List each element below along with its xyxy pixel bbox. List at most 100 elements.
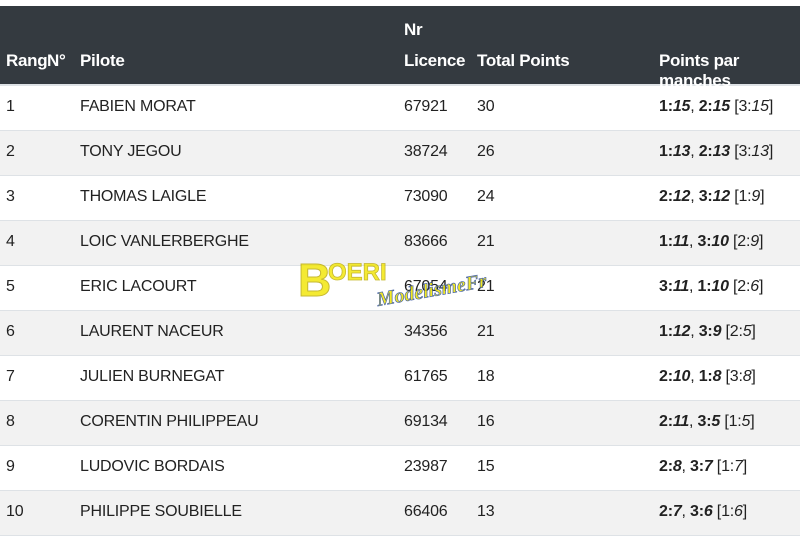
header-licence-line1: Nr xyxy=(404,20,423,39)
manche-3-label: 2: xyxy=(729,323,743,340)
manche-1-label: 2: xyxy=(659,503,673,520)
header-total-points: Total Points xyxy=(477,51,570,70)
manche-2-points: 9 xyxy=(712,323,722,340)
licence-cell: 34356 xyxy=(404,323,448,340)
manche-1-label: 1: xyxy=(659,98,673,115)
header-licence-line2: Licence xyxy=(404,51,466,70)
manche-2-label: 2: xyxy=(698,143,713,160)
manche-2-points: 10 xyxy=(711,278,729,295)
manche-3-points: 6 xyxy=(734,503,743,520)
manche-1-label: 2: xyxy=(659,458,673,475)
total-points-cell: 16 xyxy=(477,413,495,430)
table-row: 7 JULIEN BURNEGAT 61765 18 2:10, 1:8 [3:8] xyxy=(0,356,800,401)
manche-3-label: 2: xyxy=(737,233,751,250)
manche-1-label: 2: xyxy=(659,188,673,205)
licence-cell: 73090 xyxy=(404,188,448,205)
manche-2-points: 15 xyxy=(712,98,731,115)
rang-cell: 5 xyxy=(6,278,15,295)
pilote-cell: LUDOVIC BORDAIS xyxy=(80,458,225,475)
licence-cell: 67921 xyxy=(404,98,448,115)
table-row: 1 FABIEN MORAT 67921 30 1:15, 2:15 [3:15] xyxy=(0,86,800,131)
table-row: 5 ERIC LACOURT 67054 21 3:11, 1:10 [2:6] xyxy=(0,266,800,311)
points-manches-cell: 1:13, 2:13 [3:13] xyxy=(659,143,774,160)
licence-cell: 67054 xyxy=(404,278,448,295)
header-rang: Rang xyxy=(6,51,48,70)
manche-2-points: 10 xyxy=(711,233,729,250)
manche-1-points: 8 xyxy=(672,458,682,475)
manche-2-points: 5 xyxy=(711,413,721,430)
total-points-cell: 21 xyxy=(477,323,495,340)
points-manches-cell: 3:11, 1:10 [2:6] xyxy=(659,278,764,295)
licence-cell: 23987 xyxy=(404,458,448,475)
results-table: Rang N° Pilote Nr Licence Total Points P… xyxy=(0,6,800,536)
total-points-cell: 30 xyxy=(477,98,495,115)
manche-3-label: 2: xyxy=(737,278,751,295)
total-points-cell: 13 xyxy=(477,503,495,520)
manche-3-points: 6 xyxy=(750,278,759,295)
total-points-cell: 21 xyxy=(477,278,495,295)
manche-2-label: 3: xyxy=(690,458,704,475)
table-row: 3 THOMAS LAIGLE 73090 24 2:12, 3:12 [1:9] xyxy=(0,176,800,221)
manche-3-label: 1: xyxy=(738,188,752,205)
manche-2-points: 12 xyxy=(712,188,731,205)
manche-2-label: 3: xyxy=(698,323,713,340)
points-manches-cell: 1:11, 3:10 [2:9] xyxy=(659,233,764,250)
licence-cell: 38724 xyxy=(404,143,448,160)
pilote-cell: JULIEN BURNEGAT xyxy=(80,368,225,385)
manche-3-points: 5 xyxy=(741,413,751,430)
table-body: 1 FABIEN MORAT 67921 30 1:15, 2:15 [3:15] 2 TO… xyxy=(0,86,800,536)
licence-cell: 83666 xyxy=(404,233,448,250)
points-manches-cell: 2:12, 3:12 [1:9] xyxy=(659,188,765,205)
pilote-cell: CORENTIN PHILIPPEAU xyxy=(80,413,259,430)
manche-3-points: 9 xyxy=(750,233,759,250)
manche-3-points: 9 xyxy=(751,188,761,205)
pilote-cell: THOMAS LAIGLE xyxy=(80,188,207,205)
manche-3-label: 3: xyxy=(729,368,743,385)
manche-2-label: 3: xyxy=(697,233,712,250)
manche-3-label: 1: xyxy=(721,503,735,520)
manche-2-label: 3: xyxy=(697,413,712,430)
rang-cell: 8 xyxy=(6,413,15,430)
rang-cell: 6 xyxy=(6,323,15,340)
manche-3-label: 3: xyxy=(738,143,752,160)
points-manches-cell: 2:11, 3:5 [1:5] xyxy=(659,413,755,430)
manche-1-label: 3: xyxy=(659,278,673,295)
manche-2-points: 13 xyxy=(712,143,731,160)
manche-3-label: 1: xyxy=(721,458,735,475)
manche-1-points: 7 xyxy=(672,503,682,520)
pilote-cell: PHILIPPE SOUBIELLE xyxy=(80,503,242,520)
rang-cell: 7 xyxy=(6,368,15,385)
manche-3-points: 8 xyxy=(742,368,752,385)
manche-3-label: 1: xyxy=(728,413,742,430)
manche-2-label: 1: xyxy=(697,278,712,295)
manche-1-points: 10 xyxy=(672,368,691,385)
manche-1-label: 1: xyxy=(659,323,673,340)
manche-2-label: 1: xyxy=(698,368,713,385)
points-manches-cell: 1:15, 2:15 [3:15] xyxy=(659,98,774,115)
manche-1-points: 15 xyxy=(672,98,691,115)
manche-2-points: 7 xyxy=(703,458,713,475)
table-row: 9 LUDOVIC BORDAIS 23987 15 2:8, 3:7 [1:7] xyxy=(0,446,800,491)
total-points-cell: 24 xyxy=(477,188,495,205)
total-points-cell: 15 xyxy=(477,458,495,475)
table-row: 8 CORENTIN PHILIPPEAU 69134 16 2:11, 3:5 [1:… xyxy=(0,401,800,446)
manche-1-label: 2: xyxy=(659,413,673,430)
rang-cell: 3 xyxy=(6,188,15,205)
manche-1-points: 12 xyxy=(672,188,691,205)
rang-cell: 1 xyxy=(6,98,15,115)
points-manches-cell: 1:12, 3:9 [2:5] xyxy=(659,323,756,340)
pilote-cell: TONY JEGOU xyxy=(80,143,182,160)
total-points-cell: 21 xyxy=(477,233,495,250)
points-manches-cell: 2:8, 3:7 [1:7] xyxy=(659,458,747,475)
manche-1-points: 11 xyxy=(672,278,690,295)
manche-1-label: 2: xyxy=(659,368,673,385)
manche-2-label: 3: xyxy=(690,503,704,520)
pilote-cell: ERIC LACOURT xyxy=(80,278,197,295)
table-row: 6 LAURENT NACEUR 34356 21 1:12, 3:9 [2:5] xyxy=(0,311,800,356)
manche-1-points: 11 xyxy=(672,233,690,250)
manche-3-points: 7 xyxy=(734,458,743,475)
manche-2-points: 6 xyxy=(703,503,713,520)
table-row: 4 LOIC VANLERBERGHE 83666 21 1:11, 3:10 [2:9… xyxy=(0,221,800,266)
table-row: 10 PHILIPPE SOUBIELLE 66406 13 2:7, 3:6 [1:6… xyxy=(0,491,800,536)
manche-1-points: 12 xyxy=(672,323,691,340)
